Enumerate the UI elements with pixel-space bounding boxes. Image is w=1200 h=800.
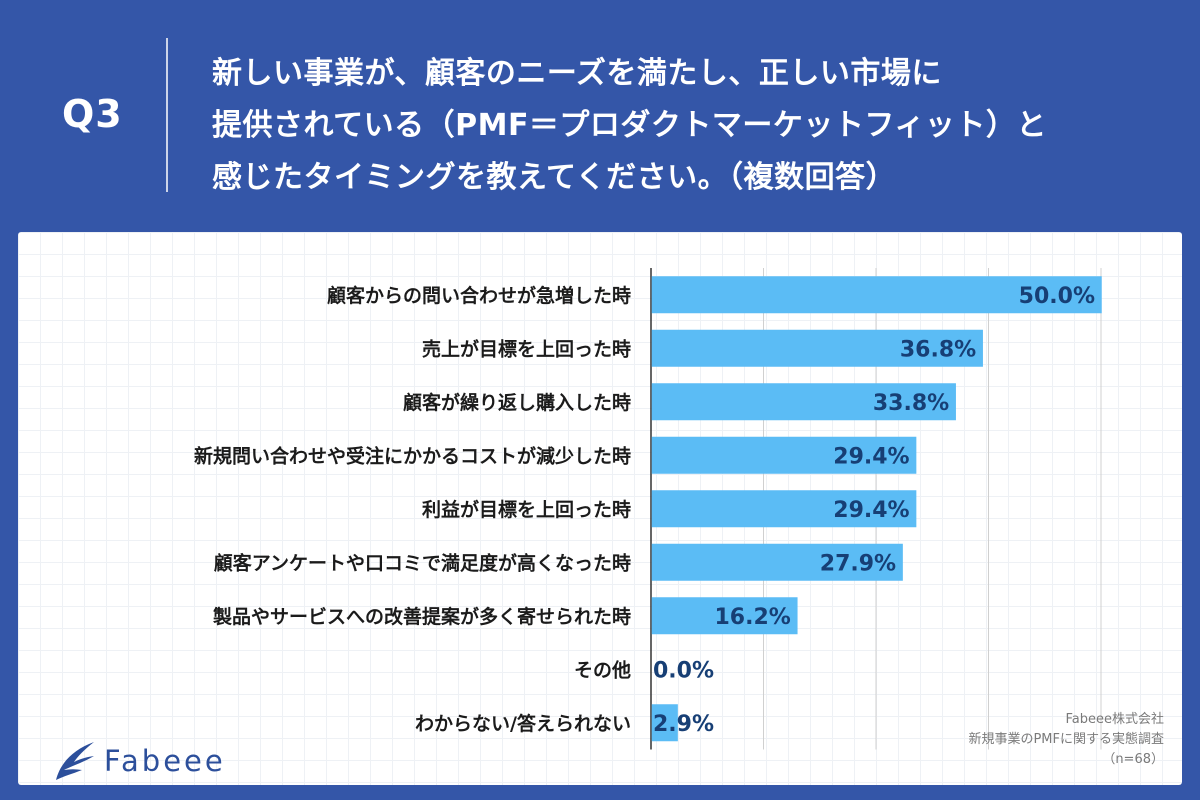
category-label: その他 (574, 658, 631, 681)
data-label: 33.8% (873, 391, 949, 416)
fabeee-logo: Fabeee (50, 738, 226, 784)
fabeee-wing-icon (56, 742, 94, 780)
source-note: Fabeee株式会社 新規事業のPMFに関する実態調査 （n=68） (968, 710, 1164, 770)
bar (651, 329, 983, 367)
source-company: Fabeee株式会社 (1065, 712, 1165, 727)
source-sample: （n=68） (1102, 752, 1164, 767)
data-label: 0.0% (653, 658, 714, 683)
data-label: 29.4% (833, 444, 909, 469)
data-label: 29.4% (833, 498, 909, 523)
data-label: 27.9% (820, 551, 896, 576)
data-label: 16.2% (714, 605, 790, 630)
bar (651, 597, 798, 635)
header-divider (166, 38, 168, 192)
question-header: Q3 新しい事業が、顧客のニーズを満たし、正しい市場に 提供されている（PMF＝… (0, 0, 1200, 232)
data-label: 36.8% (900, 337, 976, 362)
category-label: 売上が目標を上回った時 (422, 337, 631, 360)
category-label: 利益が目標を上回った時 (422, 498, 631, 521)
question-number: Q3 (62, 92, 123, 136)
category-label: わからない/答えられない (415, 712, 631, 735)
category-label: 顧客が繰り返し購入した時 (403, 391, 631, 414)
category-label: 製品やサービスへの改善提案が多く寄せられた時 (212, 605, 631, 628)
category-label: 新規問い合わせや受注にかかるコストが減少した時 (194, 444, 631, 467)
data-label: 50.0% (1019, 284, 1095, 309)
question-text-line-1: 新しい事業が、顧客のニーズを満たし、正しい市場に (212, 56, 942, 91)
bar (651, 704, 678, 742)
question-text-line-3: 感じたタイミングを教えてください。（複数回答） (212, 160, 897, 195)
category-label: 顧客からの問い合わせが急増した時 (327, 284, 631, 307)
bar (651, 543, 903, 581)
question-text-line-2: 提供されている（PMF＝プロダクトマーケットフィット）と (212, 108, 1047, 143)
bar-chart: 顧客からの問い合わせが急増した時 50.0% 売上が目標を上回った時 36.8% 顧客が… (194, 268, 1102, 750)
bar (651, 436, 917, 474)
bar (651, 383, 956, 421)
category-label: 顧客アンケートや口コミで満足度が高くなった時 (214, 551, 631, 574)
source-survey: 新規事業のPMFに関する実態調査 (968, 732, 1164, 747)
bar (651, 276, 1102, 314)
bar (651, 490, 917, 528)
data-label: 2.9% (653, 712, 714, 737)
logo-text: Fabeee (104, 744, 226, 778)
chart-panel: 顧客からの問い合わせが急増した時 50.0% 売上が目標を上回った時 36.8% 顧客が… (18, 232, 1182, 785)
